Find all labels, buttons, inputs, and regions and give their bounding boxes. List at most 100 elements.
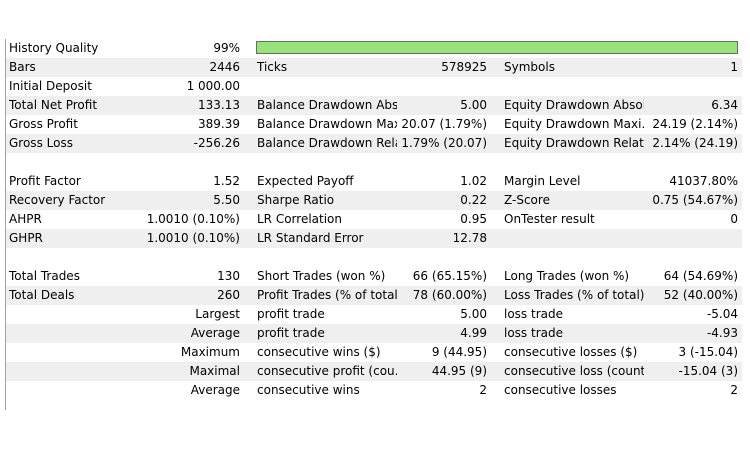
stat-label-3: consecutive losses ($) [504, 345, 638, 359]
stat-label-3: loss trade [504, 307, 563, 321]
stat-label-3: Loss Trades (% of total) [504, 288, 644, 302]
stat-value-2: 1.02 [460, 174, 487, 188]
stat-label-2: Balance Drawdown Abs... [257, 98, 397, 112]
stat-value-2: 5.00 [460, 307, 487, 321]
stat-label-1: Bars [9, 60, 36, 74]
stat-value-2: 9 (44.95) [431, 345, 487, 359]
stat-value-1: 5.50 [213, 193, 240, 207]
stat-value-1: 1 000.00 [186, 79, 240, 93]
stat-value-2: 66 (65.15%) [412, 269, 487, 283]
stat-value-2: 20.07 (1.79%) [401, 117, 487, 131]
stat-value-1: Largest [195, 307, 240, 321]
stat-value-3: 6.34 [711, 98, 738, 112]
stat-value-1: 389.39 [198, 117, 240, 131]
stat-label-3: OnTester result [504, 212, 595, 226]
stat-value-3: 64 (54.69%) [663, 269, 738, 283]
stat-label-3 [504, 229, 644, 248]
stat-value-1: 133.13 [198, 98, 240, 112]
stat-value-3: 2.14% (24.19) [652, 136, 738, 150]
stat-label-1: GHPR [9, 231, 43, 245]
stat-value-2: 0.22 [460, 193, 487, 207]
stat-label-2: Balance Drawdown Rela... [257, 136, 397, 150]
stat-value-1: 260 [217, 288, 240, 302]
stat-row: Total Net Profit 133.13 Balance Drawdown A… [6, 96, 742, 115]
stat-row: Recovery Factor 5.50 Sharpe Ratio 0.22 Z-Sco… [6, 191, 742, 210]
stat-value-3: 2 [730, 383, 738, 397]
stat-value-1: 1.0010 (0.10%) [146, 231, 240, 245]
stat-value-1: -256.26 [193, 136, 240, 150]
stat-row: Total Trades 130 Short Trades (won %) 66 (6… [6, 267, 742, 286]
stat-value-3: 41037.80% [669, 174, 738, 188]
stat-label-2 [257, 77, 397, 96]
stat-value-2: 0.95 [460, 212, 487, 226]
stat-label-2: Short Trades (won %) [257, 269, 386, 283]
stat-value-3: 0.75 (54.67%) [652, 193, 738, 207]
stat-label-1: Initial Deposit [9, 79, 92, 93]
stat-row: Profit Factor 1.52 Expected Payoff 1.02 Marg… [6, 172, 742, 191]
stat-label-3: Symbols [504, 60, 555, 74]
stat-value-1: Maximum [180, 345, 240, 359]
stat-row: Gross Profit 389.39 Balance Drawdown Max..… [6, 115, 742, 134]
stat-value-1: 1.0010 (0.10%) [146, 212, 240, 226]
stat-label-2: consecutive wins ($) [257, 345, 381, 359]
stat-row: GHPR 1.0010 (0.10%) LR Standard Error 12.78 [6, 229, 742, 248]
stat-label-1: AHPR [9, 212, 42, 226]
stat-label-2: Sharpe Ratio [257, 193, 335, 207]
stat-value-1: 130 [217, 269, 240, 283]
stat-value-2: 44.95 (9) [431, 364, 487, 378]
stat-label-2: LR Correlation [257, 212, 343, 226]
history-quality-label: History Quality [9, 41, 99, 55]
stat-label-3: Margin Level [504, 174, 581, 188]
stat-value-3: 52 (40.00%) [663, 288, 738, 302]
history-quality-bar [256, 41, 738, 54]
stat-value-2 [398, 77, 487, 96]
stat-label-2: profit trade [257, 326, 325, 340]
stat-value-2: 1.79% (20.07) [401, 136, 487, 150]
stat-label-1: Profit Factor [9, 174, 81, 188]
stat-value-1: Average [190, 326, 240, 340]
stat-label-3: Equity Drawdown Relati... [504, 136, 644, 150]
stat-label-3: Equity Drawdown Maxi... [504, 117, 644, 131]
stat-value-2: 78 (60.00%) [412, 288, 487, 302]
stat-value-2: 2 [479, 383, 487, 397]
stat-label-3: consecutive loss (count) [504, 364, 644, 378]
history-quality-value: 99% [213, 41, 240, 55]
spacer-row [6, 248, 742, 267]
stat-row: Total Deals 260 Profit Trades (% of total)… [6, 286, 742, 305]
stat-value-3 [644, 77, 738, 96]
stat-value-3: 24.19 (2.14%) [652, 117, 738, 131]
stat-label-3: Long Trades (won %) [504, 269, 630, 283]
stat-label-2: consecutive profit (cou... [257, 364, 397, 378]
stat-value-1: Maximal [189, 364, 240, 378]
stat-label-3: loss trade [504, 326, 563, 340]
stat-label-3 [504, 77, 644, 96]
stat-value-1: 1.52 [213, 174, 240, 188]
stat-value-3: -15.04 (3) [678, 364, 739, 378]
stat-value-3: 1 [730, 60, 738, 74]
stat-row: Gross Loss -256.26 Balance Drawdown Rela..… [6, 134, 742, 153]
spacer-row [6, 153, 742, 172]
spacer-row [6, 400, 742, 419]
stat-value-2: 4.99 [460, 326, 487, 340]
trades-section: Total Trades 130 Short Trades (won %) 66 (6… [6, 267, 742, 400]
stat-value-1: 2446 [209, 60, 240, 74]
stat-value-2: 12.78 [452, 231, 487, 245]
stat-label-2: profit trade [257, 307, 325, 321]
stat-row: Largest profit trade 5.00 loss trade -5.04 [6, 305, 742, 324]
stat-label-1: Total Net Profit [9, 98, 98, 112]
tester-report: History Quality 99% Bars 2446 Ticks 578925 S… [5, 39, 742, 410]
stat-label-2: LR Standard Error [257, 231, 364, 245]
ratios-section: Profit Factor 1.52 Expected Payoff 1.02 Marg… [6, 172, 742, 248]
stat-value-3: 3 (-15.04) [678, 345, 739, 359]
stat-row: Maximal consecutive profit (cou... 44.95 (… [6, 362, 742, 381]
stat-value-3: -4.93 [706, 326, 738, 340]
stat-label-1: Gross Loss [9, 136, 73, 150]
stat-value-3: -5.04 [706, 307, 738, 321]
stat-label-2: Expected Payoff [257, 174, 354, 188]
stat-label-3: Z-Score [504, 193, 550, 207]
stat-value-1: Average [190, 383, 240, 397]
stat-value-2: 5.00 [460, 98, 487, 112]
stat-row: AHPR 1.0010 (0.10%) LR Correlation 0.95 OnTe… [6, 210, 742, 229]
stat-label-2: Balance Drawdown Max... [257, 117, 397, 131]
stat-row: Initial Deposit 1 000.00 [6, 77, 742, 96]
